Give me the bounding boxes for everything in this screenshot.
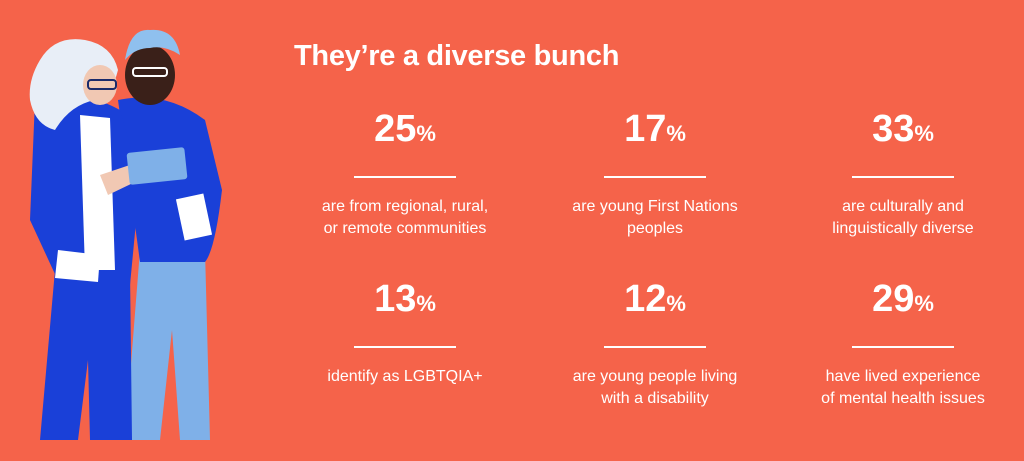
stat-disability: 12% are young people living with a disabi… — [530, 280, 780, 410]
stat-value: 13% — [374, 278, 436, 320]
stat-mental-health: 29% have lived experience of mental healt… — [778, 280, 1024, 410]
people-illustration-svg — [29, 29, 222, 440]
person-left-hair — [29, 39, 118, 130]
stat-regional: 25% are from regional, rural, or remote c… — [280, 110, 530, 240]
stat-first-nations: 17% are young First Nations peoples — [530, 110, 780, 240]
person-left-face — [83, 65, 117, 105]
stat-cald: 33% are culturally and linguistically div… — [778, 110, 1024, 240]
stat-description: identify as LGBTQIA+ — [327, 368, 483, 385]
person-left-sleeve-white — [55, 250, 100, 282]
stat-lgbtqia: 13% identify as LGBTQIA+ — [280, 280, 530, 388]
person-left-shirt — [80, 115, 115, 270]
folder — [175, 193, 213, 241]
divider — [604, 346, 706, 348]
stat-value: 33% — [872, 108, 934, 150]
stat-description: are culturally and linguistically diverse — [832, 198, 974, 237]
divider — [604, 176, 706, 178]
divider — [354, 176, 456, 178]
stat-description: are young First Nations peoples — [572, 198, 738, 237]
stat-description: are young people living with a disability — [572, 368, 738, 407]
tablet — [126, 147, 188, 185]
stats-grid: 25% are from regional, rural, or remote c… — [280, 100, 1024, 440]
person-left-hand — [100, 165, 135, 195]
person-right-legs — [125, 250, 210, 440]
divider — [354, 346, 456, 348]
stat-value: 25% — [374, 108, 436, 150]
stat-description: are from regional, rural, or remote commu… — [321, 198, 489, 237]
divider — [852, 346, 954, 348]
person-left-legs — [40, 270, 132, 440]
person-right-hair — [125, 29, 180, 60]
stat-value: 17% — [624, 108, 686, 150]
divider — [852, 176, 954, 178]
page-title: They’re a diverse bunch — [294, 40, 620, 72]
person-right-glasses — [132, 67, 168, 77]
people-illustration — [0, 0, 270, 456]
stat-value: 12% — [624, 278, 686, 320]
person-left-glasses — [87, 79, 117, 90]
stat-value: 29% — [872, 278, 934, 320]
stat-description: have lived experience of mental health is… — [821, 368, 985, 407]
